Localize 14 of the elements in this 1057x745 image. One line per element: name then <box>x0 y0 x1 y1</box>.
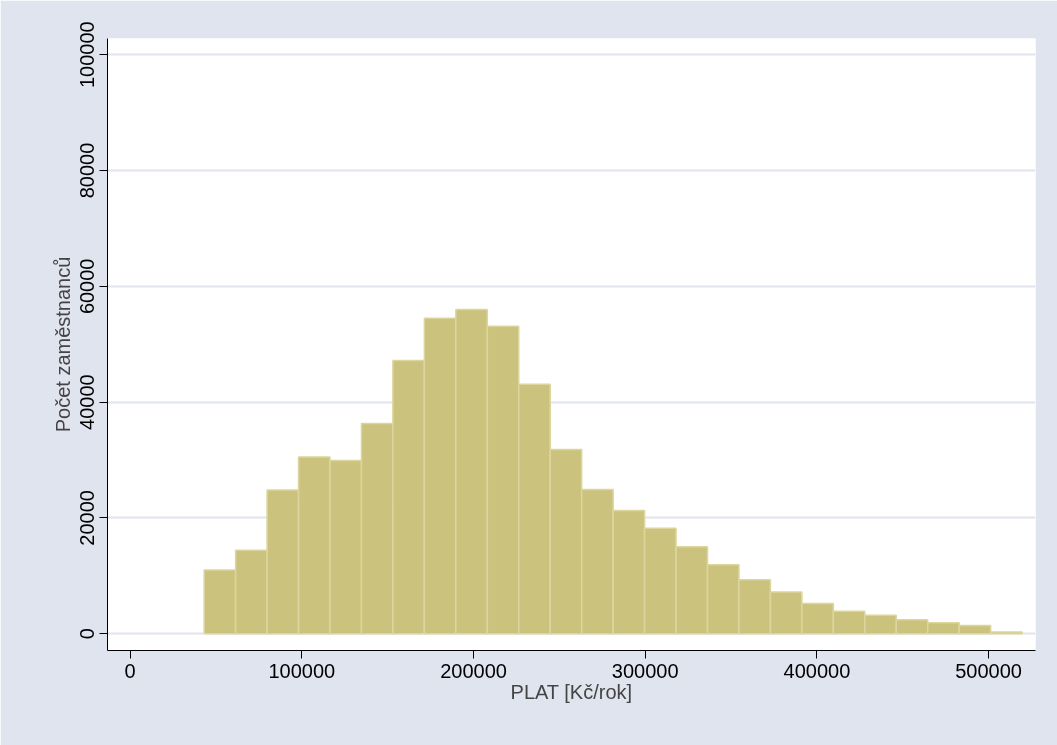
y-axis-title: Počet zaměstnanců <box>51 256 74 433</box>
y-tick-label: 20000 <box>76 490 99 546</box>
y-tick-label: 100000 <box>76 21 99 89</box>
x-tick-label: 500000 <box>955 659 1023 682</box>
x-tick-label: 0 <box>124 659 136 682</box>
x-tick-label: 200000 <box>440 659 507 682</box>
y-tick-label: 60000 <box>76 258 99 315</box>
y-tick-label: 40000 <box>76 374 99 430</box>
y-tick-label: 0 <box>76 628 99 640</box>
x-tick-label: 100000 <box>268 659 336 682</box>
x-tick-label: 300000 <box>611 659 679 682</box>
x-axis-title: PLAT [Kč/rok] <box>510 680 633 703</box>
x-tick-label: 400000 <box>783 659 851 682</box>
y-tick-label: 80000 <box>76 142 99 199</box>
